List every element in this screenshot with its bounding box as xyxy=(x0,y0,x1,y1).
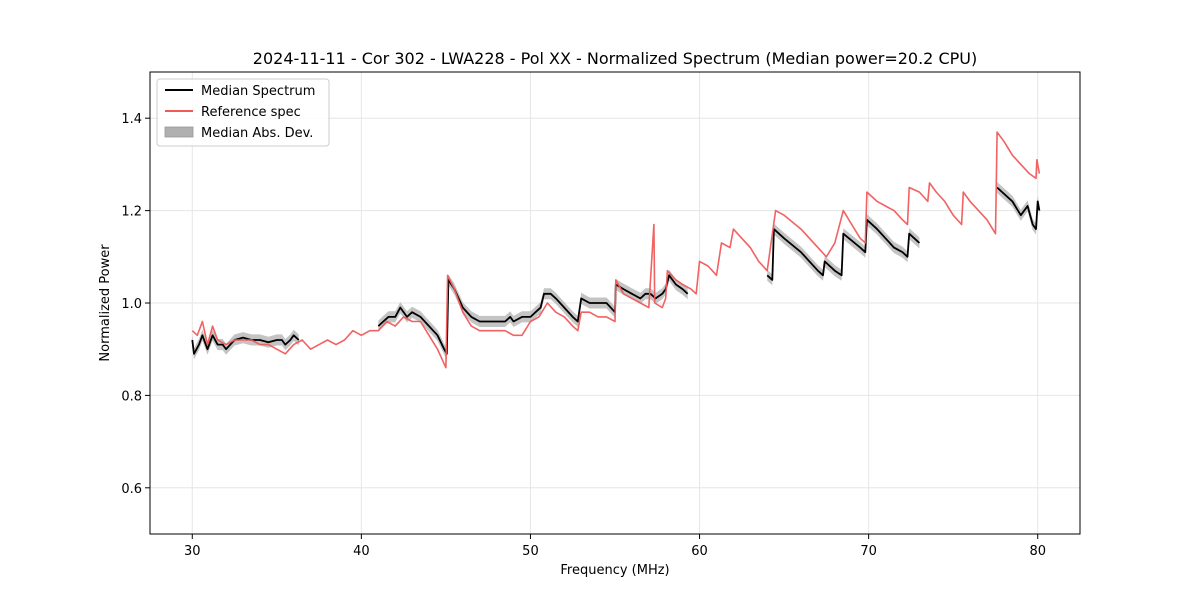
median-spectrum-line xyxy=(377,274,689,355)
grid-lines xyxy=(150,72,1080,534)
x-tick-label: 30 xyxy=(184,544,201,559)
mad-band xyxy=(192,329,299,360)
x-tick-label: 70 xyxy=(860,544,877,559)
y-tick-label: 1.2 xyxy=(121,205,142,220)
median-spectrum-line xyxy=(766,218,921,281)
reference-spec-line xyxy=(191,131,1041,369)
y-tick-label: 1.0 xyxy=(121,297,142,312)
x-tick-label: 80 xyxy=(1029,544,1046,559)
y-tick-label: 0.8 xyxy=(121,389,142,404)
legend-mad-label: Median Abs. Dev. xyxy=(201,126,313,141)
legend-median-label: Median Spectrum xyxy=(201,84,315,99)
x-tick-label: 60 xyxy=(691,544,708,559)
chart-title: 2024-11-11 - Cor 302 - LWA228 - Pol XX -… xyxy=(253,49,977,68)
x-tick-label: 50 xyxy=(522,544,539,559)
y-tick-label: 0.6 xyxy=(121,482,142,497)
median-spectrum-line xyxy=(191,334,300,355)
mad-band xyxy=(767,214,920,286)
mad-band xyxy=(997,182,1040,235)
y-axis-label: Normalized Power xyxy=(98,244,113,362)
legend-box xyxy=(156,78,330,147)
median-spectrum-line xyxy=(996,186,1041,231)
series-layer xyxy=(191,131,1041,369)
x-tick-label: 40 xyxy=(353,544,370,559)
legend: Median Spectrum Reference spec Median Ab… xyxy=(156,78,330,147)
axis-ticks: 30 40 50 60 70 80 0.6 0.8 1.0 1.2 1.4 xyxy=(121,112,1046,559)
legend-mad-swatch xyxy=(164,126,194,138)
x-axis-label: Frequency (MHz) xyxy=(560,563,669,578)
legend-reference-label: Reference spec xyxy=(201,105,301,120)
y-tick-label: 1.4 xyxy=(121,112,142,127)
